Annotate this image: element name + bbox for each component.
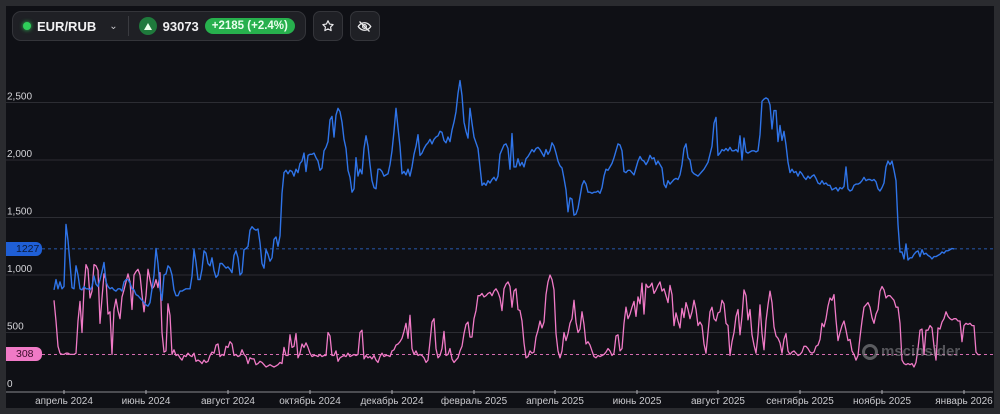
eye-off-icon	[357, 20, 372, 32]
favorite-button[interactable]	[312, 11, 343, 41]
triangle-up-icon	[138, 17, 157, 35]
svg-text:декабрь 2024: декабрь 2024	[360, 395, 424, 407]
watermark: mscinsider	[862, 343, 960, 360]
svg-text:500: 500	[7, 322, 24, 333]
svg-text:2,500: 2,500	[7, 92, 32, 103]
star-icon	[322, 20, 334, 32]
blue-last-value-tag: 1227	[6, 242, 42, 256]
x-axis: апрель 2024 июнь 2024 август 2024 октябрь 2…	[6, 390, 993, 408]
svg-text:июнь 2025: июнь 2025	[613, 396, 662, 407]
pink-series-line	[53, 263, 980, 368]
blue-series-line	[53, 79, 955, 307]
svg-text:сентябрь 2025: сентябрь 2025	[766, 395, 834, 407]
svg-text:апрель 2024: апрель 2024	[35, 396, 93, 407]
svg-text:2,000: 2,000	[7, 149, 32, 160]
chevron-down-icon[interactable]: ⌄	[109, 20, 118, 32]
pair-selector[interactable]: EUR/RUB	[37, 18, 97, 34]
ticker-pill: EUR/RUB ⌄ 93073 +2185 (+2.4%)	[12, 11, 306, 41]
svg-text:январь 2026: январь 2026	[935, 396, 993, 407]
pink-last-value-tag: 308	[6, 347, 42, 361]
y-axis-labels: 0 500 1,000 1,500 2,000 2,500	[7, 92, 32, 391]
status-dot-icon	[23, 22, 31, 30]
reference-lines	[42, 248, 993, 355]
current-price: 93073	[162, 18, 199, 34]
svg-text:июнь 2024: июнь 2024	[122, 396, 171, 407]
watermark-logo-icon	[862, 343, 878, 360]
svg-text:август 2025: август 2025	[691, 396, 745, 407]
svg-text:1,000: 1,000	[7, 264, 32, 275]
hide-button[interactable]	[349, 11, 380, 41]
svg-text:апрель 2025: апрель 2025	[526, 396, 584, 407]
svg-text:февраль 2025: февраль 2025	[441, 395, 508, 407]
svg-text:0: 0	[7, 379, 13, 390]
toolbar: EUR/RUB ⌄ 93073 +2185 (+2.4%)	[12, 11, 380, 41]
svg-text:август 2024: август 2024	[201, 396, 255, 407]
svg-text:1,500: 1,500	[7, 207, 32, 218]
svg-text:ноябрь 2025: ноябрь 2025	[853, 395, 911, 407]
change-badge: +2185 (+2.4%)	[204, 18, 295, 34]
divider	[127, 16, 129, 36]
svg-text:октябрь 2024: октябрь 2024	[279, 395, 341, 407]
